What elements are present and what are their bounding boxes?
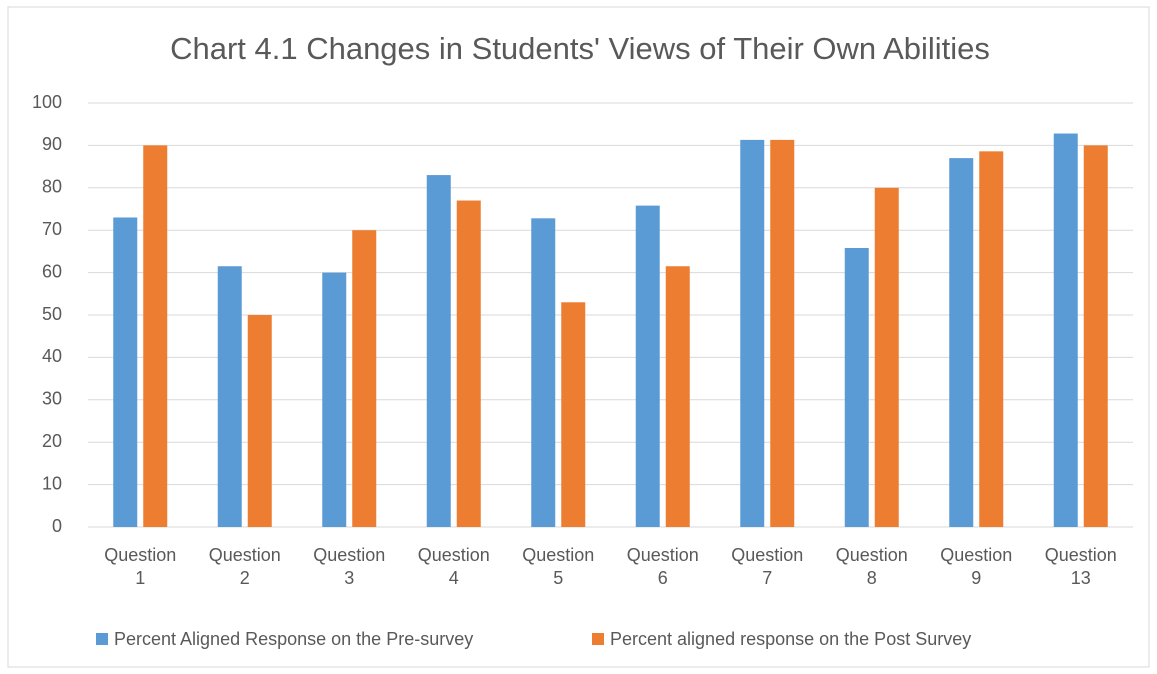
legend-swatch (592, 633, 604, 645)
x-tick-label: Question 3 (313, 545, 386, 588)
y-tick-label: 10 (42, 473, 62, 493)
bar (740, 139, 765, 527)
bar (143, 145, 168, 527)
x-tick-label: Question 6 (626, 545, 699, 588)
legend-label: Percent Aligned Response on the Pre-surv… (114, 629, 473, 649)
bar (770, 139, 795, 527)
bar (1053, 133, 1078, 527)
x-tick-label: Question 7 (731, 545, 804, 588)
bar (979, 151, 1004, 527)
bar (352, 230, 377, 527)
bar (426, 175, 451, 527)
bar (665, 266, 690, 527)
x-tick-label: Question 8 (835, 545, 908, 588)
x-tick-label: Question 5 (522, 545, 595, 588)
y-tick-label: 40 (42, 346, 62, 366)
bar (635, 205, 660, 527)
x-tick-label: Question 4 (417, 545, 490, 588)
legend-swatch (96, 633, 108, 645)
bar (561, 302, 586, 527)
legend-label: Percent aligned response on the Post Sur… (610, 629, 971, 649)
y-tick-label: 80 (42, 177, 62, 197)
bar (844, 248, 869, 527)
y-tick-label: 90 (42, 134, 62, 154)
y-tick-label: 70 (42, 219, 62, 239)
x-tick-label: Question 1 (104, 545, 177, 588)
bar (531, 218, 556, 527)
bar (456, 200, 481, 527)
bar (874, 187, 899, 528)
x-tick-label: Question 2 (208, 545, 281, 588)
y-tick-label: 30 (42, 389, 62, 409)
bar (247, 315, 272, 527)
bar (322, 272, 347, 527)
bar (217, 266, 242, 527)
y-tick-label: 100 (32, 92, 62, 112)
y-tick-label: 20 (42, 431, 62, 451)
x-tick-label: Question 9 (940, 545, 1013, 588)
chart-title: Chart 4.1 Changes in Students' Views of … (170, 31, 990, 66)
chart-frame (7, 6, 1150, 668)
x-tick-label: Question 13 (1044, 545, 1117, 588)
y-tick-label: 50 (42, 304, 62, 324)
y-tick-label: 0 (52, 516, 62, 536)
y-tick-label: 60 (42, 261, 62, 281)
bar (113, 217, 138, 528)
bar (1083, 145, 1108, 527)
bar (949, 158, 974, 527)
